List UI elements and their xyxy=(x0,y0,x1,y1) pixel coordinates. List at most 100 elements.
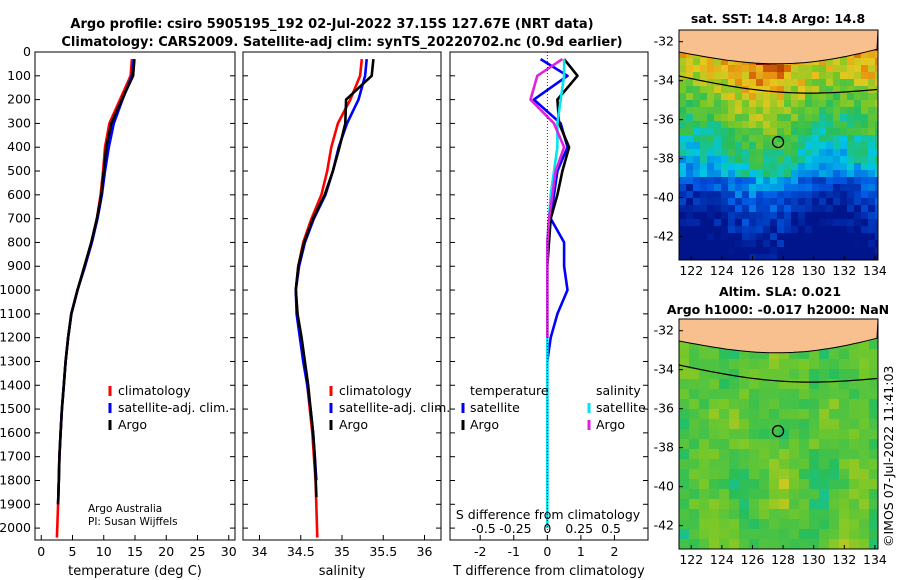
map-cell xyxy=(689,379,700,390)
map-cell xyxy=(875,79,878,87)
map-cell xyxy=(777,93,785,101)
map-cell xyxy=(735,226,743,234)
map-cell xyxy=(859,349,870,360)
map-cell xyxy=(699,459,710,470)
map-cell xyxy=(791,198,799,206)
x-tick-label: 34 xyxy=(252,544,268,559)
map-cell xyxy=(714,135,722,143)
map-cell xyxy=(789,459,800,470)
map-cell xyxy=(777,128,785,136)
map-cell xyxy=(770,240,778,248)
map-cell xyxy=(719,349,730,360)
map-cell xyxy=(729,529,740,540)
figure-title-line2: Climatology: CARS2009. Satellite-adj cli… xyxy=(61,35,622,50)
map-cell xyxy=(699,359,710,370)
map-cell xyxy=(819,191,827,199)
map-cell xyxy=(679,439,690,450)
map-cell xyxy=(729,489,740,500)
map-cell xyxy=(840,212,848,220)
legend-label: satellite-adj. clim. xyxy=(339,400,450,415)
map-cell xyxy=(759,509,770,520)
map-cell xyxy=(693,149,701,157)
x-tick-label: 134 xyxy=(863,552,887,567)
map-cell xyxy=(805,149,813,157)
map-cell xyxy=(719,519,730,530)
land-mask xyxy=(679,30,878,65)
map-cell xyxy=(829,379,840,390)
map-cell xyxy=(770,86,778,94)
map-cell xyxy=(826,65,834,73)
map-cell xyxy=(819,469,830,480)
map-cell xyxy=(868,254,876,260)
map-cell xyxy=(693,93,701,101)
map-cell xyxy=(854,233,862,241)
map-cell xyxy=(749,369,760,380)
map-cell xyxy=(861,100,869,108)
map-cell xyxy=(829,479,840,490)
map-cell xyxy=(799,369,810,380)
map-cell xyxy=(714,128,722,136)
map-cell xyxy=(789,439,800,450)
map-cell xyxy=(679,198,687,206)
map-cell xyxy=(819,65,827,73)
map-cell xyxy=(714,79,722,87)
map-cell xyxy=(859,429,870,440)
map-cell xyxy=(709,469,720,480)
map-cell xyxy=(749,170,757,178)
map-cell xyxy=(859,369,870,380)
map-cell xyxy=(707,184,715,192)
map-cell xyxy=(693,233,701,241)
map-cell xyxy=(756,128,764,136)
map-cell xyxy=(868,72,876,80)
map-cell xyxy=(859,379,870,390)
map-cell xyxy=(791,240,799,248)
map-cell xyxy=(770,114,778,122)
map-cell xyxy=(770,247,778,255)
map-cell xyxy=(809,439,820,450)
map-cell xyxy=(777,191,785,199)
x-tick-label: 124 xyxy=(710,552,734,567)
map-cell xyxy=(749,163,757,171)
map-cell xyxy=(735,184,743,192)
map-cell xyxy=(770,72,778,80)
map-cell xyxy=(819,93,827,101)
map-cell xyxy=(689,459,700,470)
map-cell xyxy=(789,499,800,510)
map-cell xyxy=(789,359,800,370)
map-cell xyxy=(777,226,785,234)
map-cell xyxy=(693,184,701,192)
map-cell xyxy=(749,72,757,80)
map-cell xyxy=(869,469,878,480)
map-cell xyxy=(840,142,848,150)
map-cell xyxy=(829,459,840,470)
map-cell xyxy=(779,519,790,530)
map-cell xyxy=(769,539,780,549)
map-cell xyxy=(749,128,757,136)
map-cell xyxy=(679,184,687,192)
map-cell xyxy=(700,128,708,136)
map-cell xyxy=(784,233,792,241)
map-title-sst: sat. SST: 14.8 Argo: 14.8 xyxy=(691,11,865,26)
map-cell xyxy=(829,439,840,450)
map-cell xyxy=(784,128,792,136)
map-cell xyxy=(735,135,743,143)
map-cell xyxy=(679,219,687,227)
map-cell xyxy=(840,205,848,213)
map-cell xyxy=(739,449,750,460)
map-cell xyxy=(805,240,813,248)
map-cell xyxy=(777,219,785,227)
map-cell xyxy=(749,499,760,510)
y-tick-label: -40 xyxy=(654,479,674,494)
map-cell xyxy=(770,121,778,129)
map-cell xyxy=(759,519,770,530)
y-tick-label: 1900 xyxy=(0,496,31,511)
map-cell xyxy=(707,156,715,164)
map-cell xyxy=(707,177,715,185)
map-cell xyxy=(739,389,750,400)
map-cell xyxy=(847,72,855,80)
map-cell xyxy=(709,499,720,510)
map-cell xyxy=(849,359,860,370)
map-cell xyxy=(693,142,701,150)
map-cell xyxy=(819,170,827,178)
y-tick-label: 1200 xyxy=(0,330,31,345)
